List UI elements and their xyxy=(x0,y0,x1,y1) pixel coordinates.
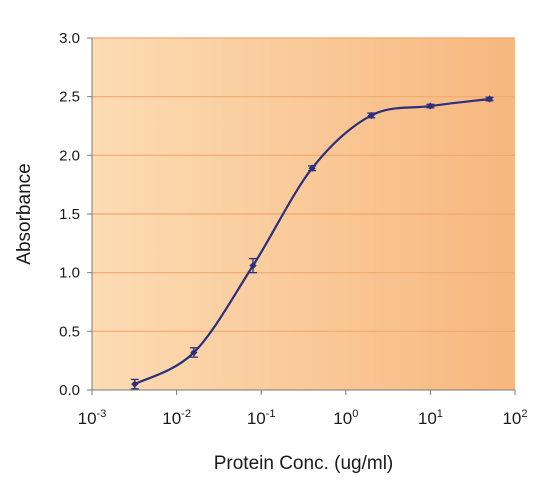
axes xyxy=(87,37,516,395)
x-tick-label: 10-3 xyxy=(78,408,107,428)
x-tick-label: 10-1 xyxy=(247,408,276,428)
y-tick-label: 3.0 xyxy=(59,30,80,47)
data-points-layer xyxy=(130,95,494,390)
x-axis-title: Protein Conc. (ug/ml) xyxy=(214,453,394,474)
data-point xyxy=(190,348,198,357)
data-point xyxy=(131,380,139,388)
data-point xyxy=(367,111,375,120)
data-point xyxy=(308,164,316,172)
gridlines xyxy=(92,37,515,332)
y-tick-label: 1.0 xyxy=(59,265,80,282)
tick-labels: 0.0 0.5 1.0 1.5 2.0 2.5 3.0 10-3 10-2 10-1 100 101 1… xyxy=(59,30,527,428)
x-tick-label: 101 xyxy=(418,408,443,428)
y-tick-label: 0.0 xyxy=(59,382,80,399)
x-tick-label: 10-2 xyxy=(162,408,191,428)
y-tick-label: 1.5 xyxy=(59,206,80,223)
data-point xyxy=(426,102,434,110)
x-tick-label: 100 xyxy=(333,408,358,428)
y-axis-title: Absorbance xyxy=(14,163,35,264)
y-tick-label: 2.0 xyxy=(59,147,80,164)
y-tick-label: 0.5 xyxy=(59,323,80,340)
data-point xyxy=(485,95,494,103)
x-tick-label: 102 xyxy=(502,408,527,428)
y-tick-label: 2.5 xyxy=(59,89,80,106)
data-point xyxy=(249,262,257,270)
